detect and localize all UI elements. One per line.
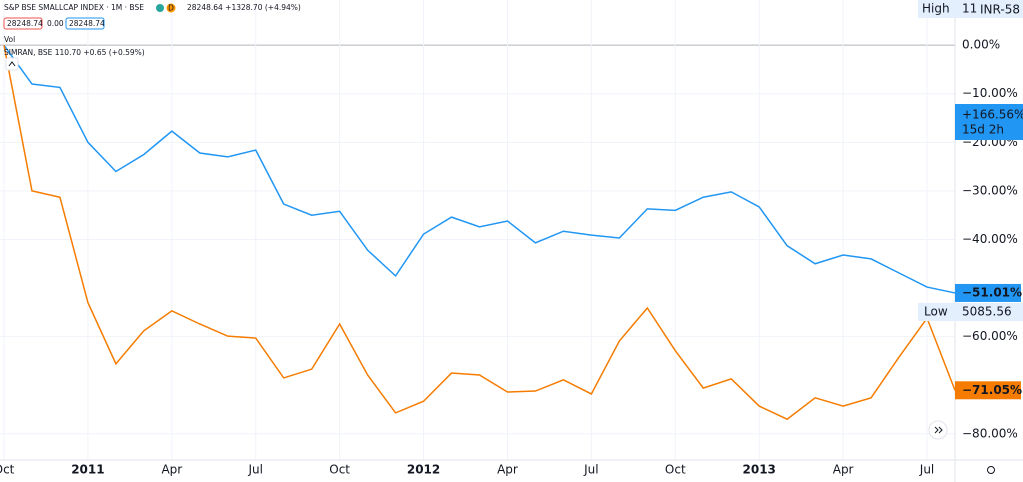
ask: 28248.74: [69, 19, 105, 28]
currency-label: INR-58: [980, 3, 1020, 17]
low-badge: [918, 303, 1023, 321]
last-value-box: [955, 381, 1021, 400]
x-tick-label: Apr: [161, 463, 182, 477]
y-tick-label: 0.00%: [962, 38, 1000, 52]
low-label: Low: [924, 305, 948, 319]
bid: 28248.74: [7, 19, 43, 28]
bid-box: [3, 17, 43, 30]
x-tick-label: Jul: [919, 463, 934, 477]
spread: 0.00: [47, 19, 64, 28]
badge-label: D: [168, 4, 174, 13]
x-tick-label: Oct: [0, 463, 15, 477]
change-badge: [955, 104, 1023, 140]
status-dot: [156, 4, 164, 12]
change-label: +166.56%: [962, 108, 1023, 122]
series-line: [3, 45, 956, 421]
last-value-label: −51.01%: [962, 285, 1022, 299]
collapse-button[interactable]: [5, 57, 19, 71]
high-label: High: [922, 2, 950, 16]
last-value-box: [955, 283, 1021, 302]
x-tick-label: Oct: [329, 463, 350, 477]
x-tick-label: 2011: [71, 463, 104, 477]
quote: 28248.64 +1328.70 (+4.94%): [187, 3, 301, 12]
compare-legend: SIMRAN, BSE 110.70 +0.65 (+0.59%): [4, 48, 145, 57]
symbol-title: S&P BSE SMALLCAP INDEX · 1M · BSE: [4, 3, 144, 12]
x-tick-label: Apr: [833, 463, 854, 477]
y-tick-label: −80.00%: [962, 426, 1018, 440]
y-tick-label: −60.00%: [962, 329, 1018, 343]
low-value: 5085.56: [962, 305, 1012, 319]
high-badge: [918, 0, 1023, 18]
x-tick-label: Jul: [247, 463, 262, 477]
collapse-icon: [8, 61, 16, 67]
series-line: [3, 44, 956, 294]
x-tick-label: Oct: [665, 463, 686, 477]
y-tick-label: −40.00%: [962, 232, 1018, 246]
last-value-label: −71.05%: [962, 383, 1022, 397]
countdown-label: 15d 2h: [962, 123, 1004, 137]
volume: Vol: [4, 35, 15, 44]
y-tick-label: −10.00%: [962, 86, 1018, 100]
high-value: 11: [962, 2, 977, 16]
settings-icon[interactable]: [987, 466, 995, 474]
x-tick-label: 2013: [743, 463, 776, 477]
ask-box: [65, 17, 105, 30]
scroll-icon: [934, 426, 943, 434]
x-tick-label: 2012: [407, 463, 440, 477]
x-tick-label: Apr: [497, 463, 518, 477]
badge-circle: [166, 3, 176, 13]
x-tick-label: Jul: [583, 463, 598, 477]
y-tick-label: −30.00%: [962, 183, 1018, 197]
